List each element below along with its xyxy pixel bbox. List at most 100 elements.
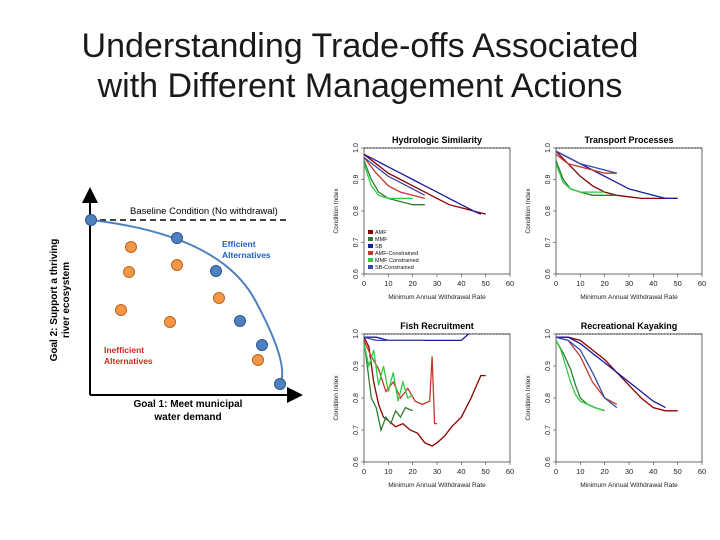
frontier-point <box>274 378 286 390</box>
series-line <box>363 153 486 215</box>
x-tick-label: 20 <box>600 467 608 476</box>
inefficient-point <box>252 354 264 366</box>
x-tick-label: 0 <box>554 279 558 288</box>
concept-y-label-2: river ecosystem <box>61 262 72 338</box>
series-line <box>555 340 605 412</box>
x-tick-label: 50 <box>673 279 681 288</box>
x-tick-label: 10 <box>576 279 584 288</box>
frontier-point <box>210 265 222 277</box>
legend-swatch <box>368 230 373 234</box>
inefficient-point <box>115 304 127 316</box>
title-line-1: Understanding Trade-offs Associated <box>81 27 639 65</box>
chart-title: Fish Recruitment <box>400 321 474 331</box>
y-tick-label: 0.6 <box>353 457 360 467</box>
y-tick-label: 0.8 <box>545 206 552 216</box>
x-tick-label: 0 <box>362 467 366 476</box>
chart-transport-processes: Transport Processes 0 10 20 30 40 50 60 0.6 0.7 0.… <box>525 135 706 301</box>
series-line <box>555 153 617 174</box>
x-tick-label: 30 <box>625 467 633 476</box>
series-line <box>363 156 426 196</box>
x-tick-label: 50 <box>673 467 681 476</box>
series-line <box>555 336 618 409</box>
slide-title: Understanding Trade-offs Associated with… <box>0 26 720 106</box>
concept-x-label-1: Goal 1: Meet municipal <box>134 399 243 410</box>
x-tick-label: 40 <box>457 279 465 288</box>
y-tick-label: 1.0 <box>353 143 360 153</box>
x-axis-label: Minimum Annual Withdrawal Rate <box>580 294 678 301</box>
series-line <box>363 340 437 425</box>
inefficient-point <box>171 259 183 271</box>
title-line-2: with Different Management Actions <box>97 67 623 105</box>
x-tick-label: 60 <box>506 279 514 288</box>
x-tick-label: 20 <box>408 467 416 476</box>
frontier-point <box>85 214 97 226</box>
series-line <box>363 343 414 402</box>
y-tick-label: 0.7 <box>353 238 360 248</box>
legend-swatch <box>368 244 373 248</box>
legend-label: AMF <box>375 230 387 236</box>
x-tick-label: 10 <box>384 467 392 476</box>
inefficient-point <box>213 292 225 304</box>
efficient-label-2: Alternatives <box>222 250 271 260</box>
y-tick-label: 0.8 <box>353 393 360 403</box>
series-line <box>555 163 605 193</box>
y-tick-label: 1.0 <box>353 329 360 339</box>
inefficient-label-1: Inefficient <box>104 345 144 355</box>
plot-frame <box>363 333 511 463</box>
concept-x-label-2: water demand <box>153 412 221 423</box>
legend-swatch <box>368 258 373 262</box>
y-tick-label: 0.8 <box>545 393 552 403</box>
y-tick-label: 0.6 <box>545 269 552 279</box>
series-line <box>363 163 413 200</box>
x-tick-label: 10 <box>576 467 584 476</box>
x-tick-label: 50 <box>481 467 489 476</box>
y-tick-label: 0.7 <box>353 425 360 435</box>
inefficient-point <box>125 241 137 253</box>
chart-title: Recreational Kayaking <box>581 321 678 331</box>
inefficient-point <box>164 316 176 328</box>
legend-label: SB <box>375 244 383 250</box>
legend-swatch <box>368 237 373 241</box>
frontier-points <box>85 214 286 390</box>
y-tick-label: 0.9 <box>353 175 360 185</box>
series-line <box>363 157 425 200</box>
plot-frame <box>555 147 703 275</box>
frontier-point <box>234 315 246 327</box>
x-tick-label: 0 <box>362 279 366 288</box>
inefficient-point <box>123 266 135 278</box>
legend-label: SB-Constrained <box>375 265 414 271</box>
efficient-label-1: Efficient <box>222 239 256 249</box>
x-tick-label: 30 <box>433 279 441 288</box>
y-tick-label: 1.0 <box>545 329 552 339</box>
y-tick-label: 0.7 <box>545 425 552 435</box>
chart-title: Hydrologic Similarity <box>392 135 482 145</box>
series-line <box>556 336 666 409</box>
x-axis-label: Minimum Annual Withdrawal Rate <box>388 294 486 301</box>
legend-label: MMF Constrained <box>375 258 419 264</box>
series-line <box>363 340 413 433</box>
chart-recreational-kayaking: Recreational Kayaking 0 10 20 30 40 50 60 0.6 0.7… <box>525 321 706 489</box>
baseline-label: Baseline Condition (No withdrawal) <box>130 206 278 217</box>
y-axis-label: Condition Index <box>333 188 340 234</box>
chart-fish-recruitment: Fish Recruitment 0 10 20 30 40 50 60 0.6 0.7 0.8 0.… <box>333 321 514 489</box>
series-line <box>363 336 486 447</box>
efficient-frontier-curve <box>90 219 284 385</box>
chart-hydrologic-similarity: Hydrologic Similarity 0 10 20 30 40 50 60 0.6 0.7… <box>333 135 514 301</box>
y-tick-label: 0.7 <box>545 238 552 248</box>
x-tick-label: 40 <box>649 467 657 476</box>
x-axis-label: Minimum Annual Withdrawal Rate <box>580 482 678 489</box>
legend-label: AMF-Constrained <box>375 251 418 257</box>
y-tick-label: 1.0 <box>545 143 552 153</box>
x-tick-label: 0 <box>554 467 558 476</box>
y-axis-label: Condition Index <box>525 375 532 421</box>
x-tick-label: 60 <box>698 467 706 476</box>
y-axis-label: Condition Index <box>333 375 340 421</box>
legend-swatch <box>368 251 373 255</box>
legend-swatch <box>368 265 373 269</box>
tradeoff-concept-diagram: Baseline Condition (No withdrawal) Effic… <box>49 187 303 423</box>
x-tick-label: 60 <box>506 467 514 476</box>
x-tick-label: 40 <box>649 279 657 288</box>
series-line <box>555 150 617 174</box>
frontier-point <box>256 339 268 351</box>
series-line <box>363 153 482 215</box>
